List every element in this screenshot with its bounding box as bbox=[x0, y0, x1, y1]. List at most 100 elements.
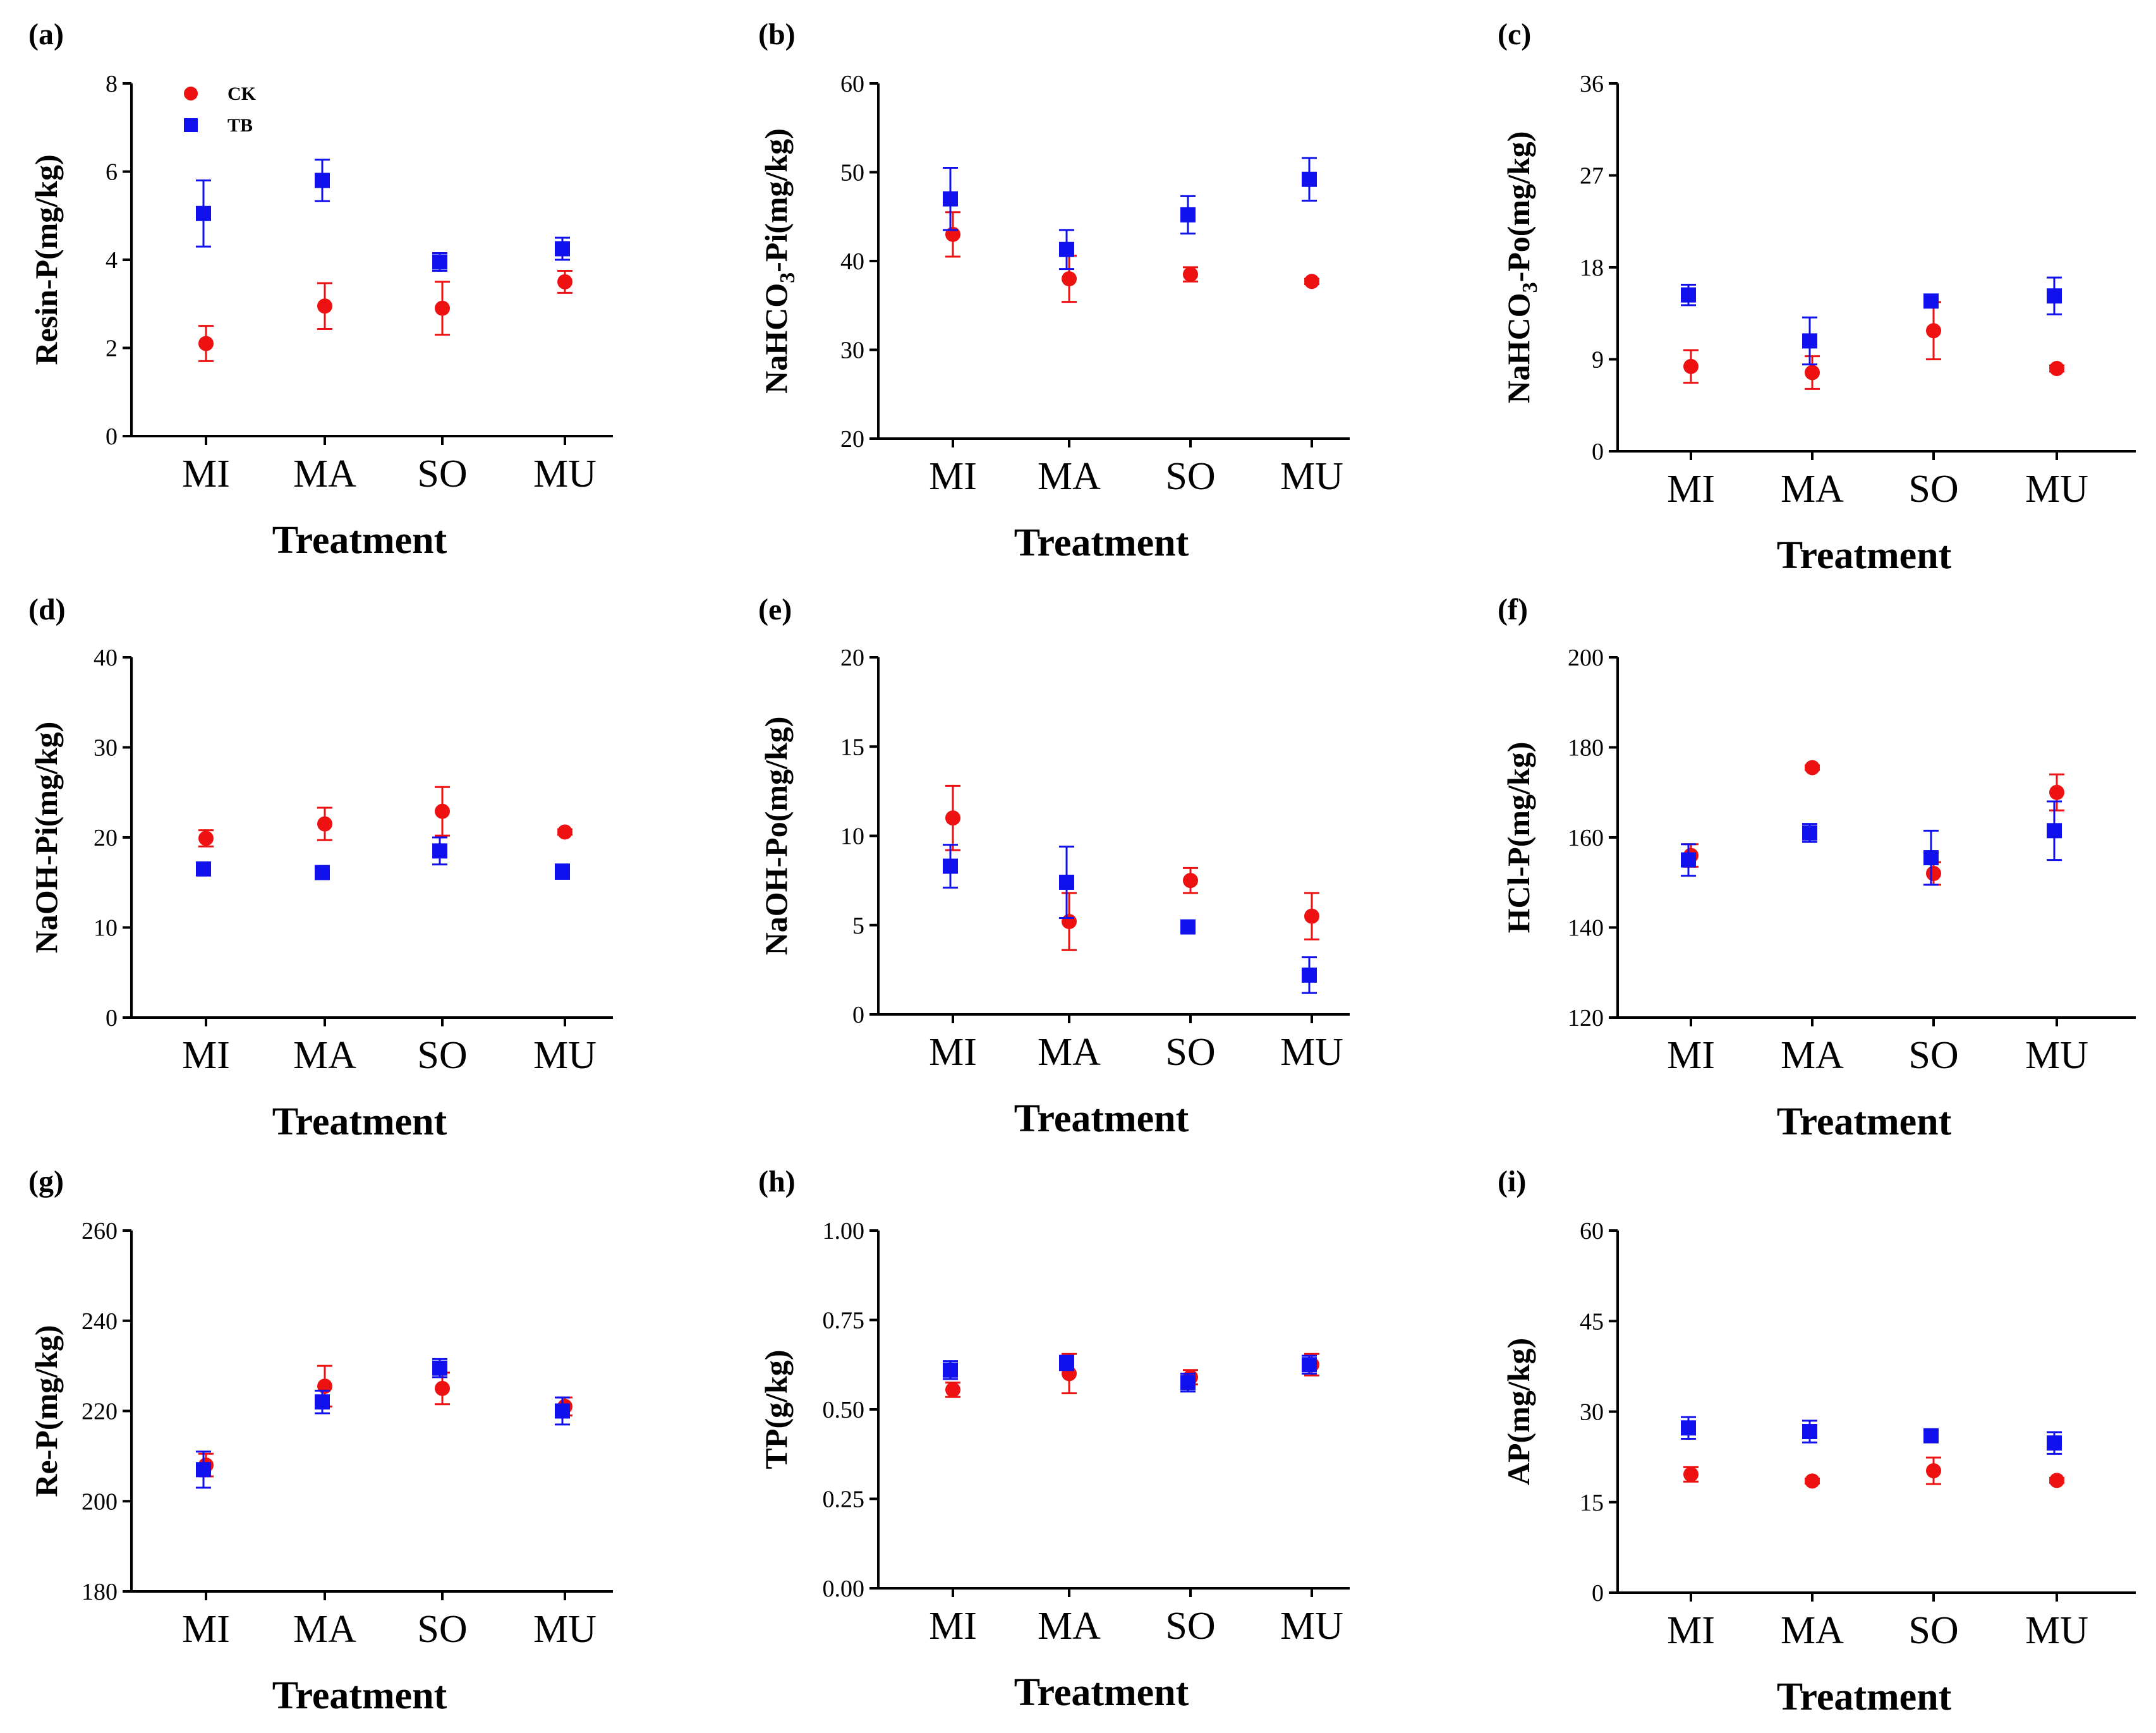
data-point-ck bbox=[198, 336, 214, 351]
y-axis-label: Resin-P(mg/kg) bbox=[28, 154, 64, 365]
x-axis-label: Treatment bbox=[1014, 521, 1189, 564]
chart-panel: (a) 0 2 4 6 8 MI MA SO MU Treatment Resin-P(mg/kg) C… bbox=[28, 18, 613, 562]
x-tick-label: MI bbox=[929, 1031, 977, 1074]
data-point-tb bbox=[555, 864, 570, 880]
y-axis-label: NaHCO3-Pi(mg/kg) bbox=[758, 128, 799, 394]
x-tick-label: SO bbox=[1165, 455, 1215, 498]
y-tick-label: 0.00 bbox=[823, 1576, 865, 1602]
y-tick-label: 8 bbox=[106, 71, 118, 97]
y-tick-label: 0.50 bbox=[823, 1397, 865, 1423]
data-point-ck bbox=[2049, 361, 2064, 377]
data-point-tb bbox=[1802, 825, 1817, 841]
data-point-ck bbox=[2049, 1473, 2064, 1488]
x-axis-label: Treatment bbox=[1777, 1675, 1952, 1718]
data-point-tb bbox=[2047, 288, 2062, 304]
data-point-tb bbox=[432, 254, 447, 270]
data-point-tb bbox=[1180, 919, 1196, 935]
x-axis-label: Treatment bbox=[272, 1674, 447, 1717]
y-tick-label: 18 bbox=[1580, 255, 1604, 281]
chart-panel: (b) 20 30 40 50 60 MI MA SO MU Treatment NaHCO3-Pi(… bbox=[758, 18, 1350, 564]
y-tick-label: 0.25 bbox=[823, 1487, 865, 1513]
data-point-ck bbox=[435, 300, 450, 316]
y-axis-label: Re-P(mg/kg) bbox=[28, 1325, 64, 1497]
y-tick-label: 20 bbox=[94, 825, 118, 851]
data-point-tb bbox=[1681, 1420, 1696, 1436]
y-tick-label: 180 bbox=[82, 1579, 118, 1605]
data-point-tb bbox=[1923, 1428, 1939, 1444]
legend-marker-tb bbox=[184, 118, 198, 132]
y-tick-label: 9 bbox=[1592, 347, 1604, 374]
x-tick-label: MI bbox=[1667, 468, 1715, 511]
x-tick-label: SO bbox=[1165, 1605, 1215, 1648]
data-point-tb bbox=[1059, 874, 1074, 890]
data-point-ck bbox=[317, 298, 332, 314]
y-tick-label: 200 bbox=[82, 1488, 118, 1515]
y-tick-label: 140 bbox=[1568, 915, 1604, 942]
y-tick-label: 0 bbox=[106, 1005, 118, 1031]
panel-label: (g) bbox=[28, 1165, 64, 1198]
y-axis-label: TP(g/kg) bbox=[758, 1350, 794, 1469]
data-point-tb bbox=[1802, 1424, 1817, 1440]
y-tick-label: 36 bbox=[1580, 71, 1604, 97]
y-tick-label: 27 bbox=[1580, 163, 1604, 190]
data-point-ck bbox=[1926, 1463, 1941, 1479]
data-point-tb bbox=[943, 191, 958, 207]
y-axis-label: NaOH-Pi(mg/kg) bbox=[28, 722, 64, 954]
y-tick-label: 220 bbox=[82, 1399, 118, 1425]
x-tick-label: MA bbox=[293, 1608, 356, 1651]
y-tick-label: 15 bbox=[840, 734, 864, 760]
chart-panel: (i) 0 15 30 45 60 MI MA SO MU Treatment AP(mg/kg) bbox=[1498, 1165, 2136, 1718]
x-tick-label: SO bbox=[417, 1608, 467, 1651]
data-point-ck bbox=[1926, 866, 1941, 881]
x-tick-label: MA bbox=[293, 453, 356, 496]
panel-label: (f) bbox=[1498, 593, 1528, 626]
y-axis-label: HCl-P(mg/kg) bbox=[1501, 742, 1536, 933]
panel-label: (a) bbox=[28, 18, 64, 51]
y-tick-label: 10 bbox=[840, 824, 864, 850]
data-point-ck bbox=[1683, 358, 1699, 374]
x-axis-label: Treatment bbox=[272, 1100, 447, 1143]
panel-label: (h) bbox=[758, 1165, 796, 1198]
data-point-tb bbox=[943, 858, 958, 874]
y-tick-label: 0 bbox=[106, 423, 118, 450]
data-point-ck bbox=[1183, 873, 1198, 889]
x-tick-label: MU bbox=[2025, 468, 2088, 511]
y-tick-label: 15 bbox=[1580, 1490, 1604, 1516]
data-point-tb bbox=[2047, 823, 2062, 839]
x-axis-label: Treatment bbox=[272, 519, 447, 562]
data-point-ck bbox=[1304, 908, 1319, 924]
x-tick-label: MU bbox=[533, 1608, 597, 1651]
x-tick-label: SO bbox=[1908, 468, 1958, 511]
x-axis-label: Treatment bbox=[1777, 1100, 1952, 1143]
y-tick-label: 40 bbox=[94, 645, 118, 671]
legend: CK TB bbox=[184, 83, 257, 136]
y-axis-label: NaOH-Po(mg/kg) bbox=[758, 717, 794, 956]
data-point-ck bbox=[557, 274, 572, 289]
x-tick-label: MU bbox=[1280, 455, 1343, 498]
y-label-part: -Po(mg/kg) bbox=[1501, 131, 1536, 283]
data-point-tb bbox=[1681, 852, 1696, 868]
y-tick-label: 160 bbox=[1568, 825, 1604, 851]
x-tick-label: MA bbox=[293, 1034, 356, 1077]
chart-panel: (e) 0 5 10 15 20 MI MA SO MU Treatment NaOH-Po(mg/k… bbox=[758, 593, 1350, 1140]
data-point-ck bbox=[1805, 760, 1820, 775]
y-tick-label: 200 bbox=[1568, 645, 1604, 671]
panel-label: (c) bbox=[1498, 18, 1531, 51]
data-point-tb bbox=[315, 1394, 330, 1410]
y-tick-label: 180 bbox=[1568, 735, 1604, 762]
y-tick-label: 2 bbox=[106, 336, 118, 362]
x-tick-label: SO bbox=[1165, 1031, 1215, 1074]
x-tick-label: MI bbox=[182, 1034, 230, 1077]
data-point-tb bbox=[1059, 241, 1074, 257]
data-point-tb bbox=[315, 865, 330, 880]
y-tick-label: 260 bbox=[82, 1218, 118, 1244]
chart-panel: (f) 120 140 160 180 200 MI MA SO MU Treatment HCl-P… bbox=[1498, 593, 2136, 1143]
data-point-ck bbox=[945, 1382, 960, 1397]
x-tick-label: MA bbox=[1781, 1034, 1844, 1077]
y-label-part: -Pi(mg/kg) bbox=[758, 128, 794, 272]
data-point-tb bbox=[315, 173, 330, 188]
y-tick-label: 240 bbox=[82, 1308, 118, 1335]
x-tick-label: SO bbox=[417, 453, 467, 496]
x-axis-label: Treatment bbox=[1777, 534, 1952, 577]
